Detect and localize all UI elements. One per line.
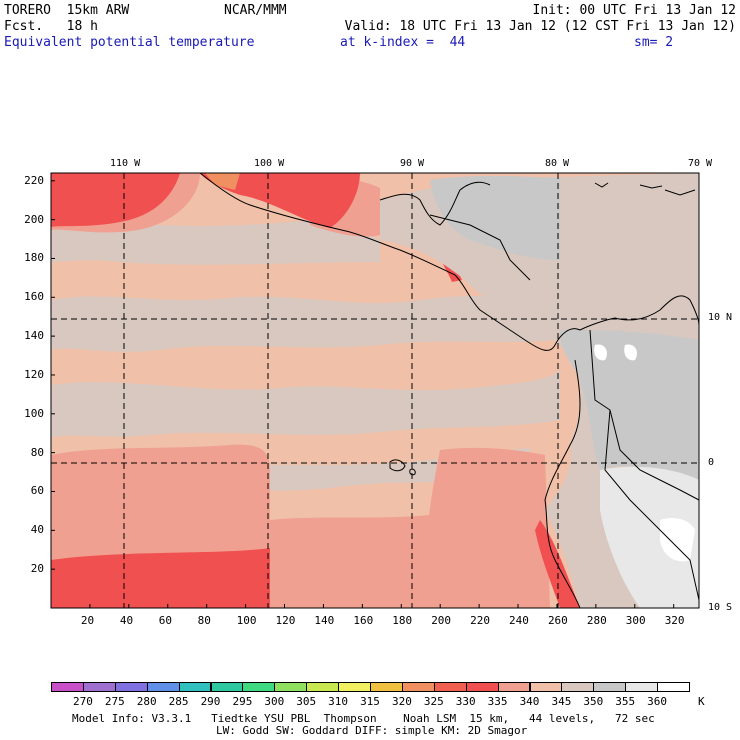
colorbar-swatch — [593, 682, 627, 692]
x-tick-label: 280 — [586, 614, 607, 627]
lon-label-110w: 110 W — [110, 158, 141, 169]
forecast-hour: Fcst. 18 h — [4, 19, 98, 34]
level-info: at k-index = 44 — [340, 35, 466, 50]
colorbar-label: 310 — [328, 695, 349, 708]
x-tick-label: 120 — [275, 614, 296, 627]
field-name: Equivalent potential temperature — [4, 35, 255, 50]
colorbar-swatch — [146, 682, 180, 692]
y-tick-label: 180 — [24, 251, 44, 265]
lat-label-0: 0 — [708, 457, 715, 468]
colorbar-label: 270 — [72, 695, 93, 708]
colorbar-label: 290 — [200, 695, 221, 708]
model-info-line2: LW: Godd SW: Goddard DIFF: simple KM: 2D… — [216, 724, 528, 737]
y-tick-label: 220 — [24, 173, 44, 187]
colorbar-swatch — [274, 682, 308, 692]
lon-label-90w: 90 W — [400, 158, 425, 169]
lon-label-100w: 100 W — [254, 158, 285, 169]
coastlines — [199, 173, 699, 608]
colorbar-swatch — [401, 682, 435, 692]
colorbar-swatch — [657, 682, 690, 692]
colorbar-swatch — [561, 682, 595, 692]
center-name: NCAR/MMM — [224, 3, 287, 18]
x-tick-label: 300 — [625, 614, 646, 627]
x-tick-label: 320 — [664, 614, 685, 627]
colorbar-swatch — [82, 682, 116, 692]
x-tick-label: 200 — [431, 614, 452, 627]
colorbar-label: 330 — [455, 695, 476, 708]
colorbar-label: 340 — [519, 695, 540, 708]
y-tick-label: 160 — [24, 290, 44, 304]
init-time: Init: 00 UTC Fri 13 Jan 12 — [532, 3, 737, 18]
x-tick-label: 100 — [236, 614, 257, 627]
valid-time: Valid: 18 UTC Fri 13 Jan 12 (12 CST Fri … — [344, 19, 736, 34]
colorbar-label: 300 — [264, 695, 285, 708]
colorbar-label: 280 — [136, 695, 157, 708]
y-tick-label: 80 — [30, 445, 44, 459]
colorbar-label: 320 — [391, 695, 412, 708]
x-tick-label: 80 — [197, 614, 211, 627]
model-name: TORERO 15km ARW — [4, 3, 130, 18]
y-tick-label: 140 — [24, 329, 44, 343]
colorbar-swatch — [433, 682, 467, 692]
colorbar-label: 285 — [168, 695, 189, 708]
x-tick-label: 140 — [314, 614, 335, 627]
colorbar-swatch — [114, 682, 148, 692]
lon-label-70w: 70 W — [688, 158, 713, 169]
y-tick-label: 120 — [24, 367, 44, 381]
colorbar-label: 345 — [551, 695, 572, 708]
x-tick-label: 40 — [119, 614, 134, 627]
y-tick-label: 40 — [30, 523, 44, 537]
x-tick-label: 220 — [470, 614, 490, 627]
colorbar-swatch — [497, 682, 531, 692]
colorbar-swatch — [178, 682, 212, 692]
colorbar-label: 355 — [615, 695, 636, 708]
x-tick-label: 180 — [392, 614, 413, 627]
colorbar-swatch — [529, 682, 563, 692]
colorbar-swatch — [51, 682, 84, 692]
x-tick-label: 60 — [158, 614, 172, 627]
map-frame — [50, 172, 700, 609]
lon-label-80w: 80 W — [545, 158, 570, 169]
y-tick-label: 100 — [24, 406, 44, 420]
colorbar-label: 275 — [104, 695, 125, 708]
colorbar-swatch — [370, 682, 403, 692]
x-tick-label: 20 — [80, 614, 95, 627]
colorbar-swatch — [242, 682, 276, 692]
x-tick-label: 260 — [547, 614, 568, 627]
colorbar-label: 295 — [232, 695, 253, 708]
x-tick-label: 160 — [353, 614, 374, 627]
colorbar-unit: K — [698, 695, 705, 708]
y-tick-label: 20 — [30, 562, 44, 576]
colorbar-swatch — [210, 682, 244, 692]
model-info-line1: Model Info: V3.3.1 Tiedtke YSU PBL Thomp… — [72, 712, 655, 725]
colorbar-label: 350 — [583, 695, 604, 708]
colorbar-swatch — [338, 682, 371, 692]
colorbar-label: 305 — [296, 695, 317, 708]
colorbar-label: 360 — [647, 695, 668, 708]
colorbar-label: 315 — [360, 695, 380, 708]
colorbar-swatch — [625, 682, 659, 692]
smoothing-info: sm= 2 — [634, 35, 674, 50]
x-tick-label: 240 — [509, 614, 529, 627]
colorbar-label: 335 — [487, 695, 508, 708]
colorbar-swatch — [306, 682, 340, 692]
colorbar-label: 325 — [423, 695, 444, 708]
y-tick-label: 60 — [30, 484, 44, 498]
lat-label-10s: 10 S — [708, 602, 733, 613]
colorbar-swatch — [465, 682, 499, 692]
y-tick-label: 200 — [24, 212, 44, 226]
lat-label-10n: 10 N — [708, 312, 733, 323]
graticule — [51, 173, 699, 608]
theta-e-field — [51, 173, 699, 608]
